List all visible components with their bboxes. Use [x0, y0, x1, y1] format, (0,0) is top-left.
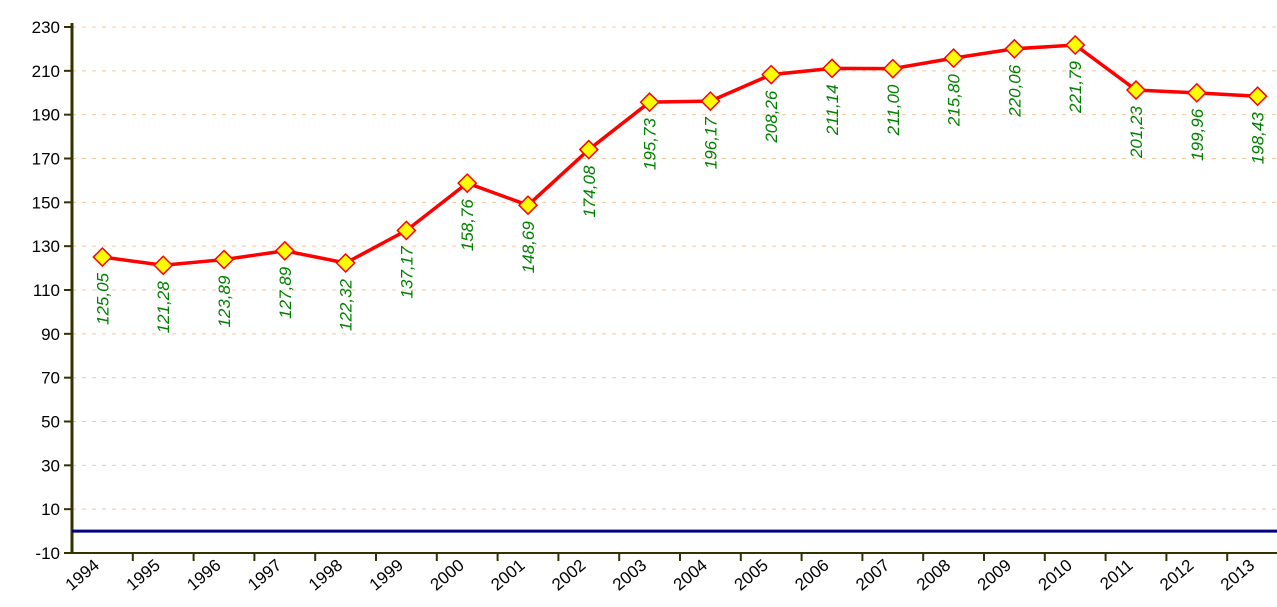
value-label: 221,79 — [1066, 60, 1085, 114]
marker — [457, 173, 478, 194]
marker — [700, 91, 721, 112]
x-tick-label: 2002 — [548, 556, 589, 595]
marker — [92, 246, 113, 268]
marker — [943, 48, 964, 69]
y-tick-label: 70 — [41, 369, 60, 388]
x-tick-label: 2011 — [1096, 556, 1136, 594]
marker — [1125, 79, 1147, 101]
value-label: 201,23 — [1127, 106, 1146, 160]
y-tick-label: 10 — [41, 500, 60, 519]
x-tick-label: 2005 — [731, 556, 772, 595]
value-label: 211,00 — [884, 84, 903, 136]
marker — [335, 252, 356, 274]
value-label: 121,28 — [154, 281, 173, 334]
x-tick-label: 2000 — [427, 556, 468, 595]
x-tick-label: 2012 — [1156, 556, 1197, 595]
y-tick-label: 50 — [41, 413, 60, 432]
marker — [1065, 34, 1086, 56]
line — [102, 43, 1258, 268]
x-tick-label: 1997 — [244, 556, 285, 595]
value-label: 123,89 — [215, 275, 234, 328]
y-tick-label: 150 — [32, 193, 60, 212]
x-tick-label: 1998 — [305, 556, 346, 595]
value-label: 148,69 — [519, 221, 538, 274]
x-tick-label: 2007 — [852, 556, 893, 595]
marker — [761, 64, 782, 85]
marker — [213, 249, 235, 270]
value-label: 215,80 — [945, 74, 964, 128]
x-tick-label: 1995 — [123, 556, 164, 595]
marker — [517, 195, 539, 216]
marker — [1247, 86, 1268, 107]
y-tick-label: -10 — [35, 544, 60, 563]
value-label: 196,17 — [701, 117, 720, 170]
value-label: 158,76 — [458, 199, 477, 252]
marker — [153, 255, 174, 276]
y-tick-label: 30 — [41, 456, 60, 475]
y-tick-label: 190 — [32, 106, 60, 125]
y-tick-label: 210 — [32, 62, 60, 81]
x-tick-label: 2009 — [974, 556, 1015, 595]
x-tick-label: 1994 — [62, 556, 103, 595]
marker — [821, 58, 843, 79]
value-label: 174,08 — [580, 165, 599, 218]
y-tick-label: 130 — [32, 237, 60, 256]
x-tick-label: 2004 — [670, 556, 711, 595]
y-tick-label: 90 — [41, 325, 60, 344]
y-tick-label: 110 — [33, 281, 60, 300]
value-label: 137,17 — [397, 246, 416, 299]
x-tick-label: 1999 — [366, 556, 407, 595]
marker — [882, 58, 903, 79]
marker — [578, 139, 599, 160]
x-tick-label: 2001 — [487, 556, 528, 595]
value-label: 122,32 — [337, 278, 356, 331]
value-label: 208,26 — [762, 90, 781, 144]
y-tick-label: 230 — [32, 18, 60, 37]
x-tick-label: 2013 — [1217, 556, 1258, 595]
marker — [1004, 38, 1025, 59]
x-tick-label: 2003 — [609, 556, 650, 595]
value-label: 220,06 — [1005, 64, 1024, 118]
x-tick-label: 2010 — [1035, 556, 1076, 595]
x-tick-label: 2008 — [913, 556, 954, 595]
value-label: 199,96 — [1188, 108, 1207, 161]
value-label: 195,73 — [641, 118, 660, 171]
marker — [639, 92, 660, 113]
value-label: 198,43 — [1249, 112, 1268, 165]
marker — [1186, 82, 1207, 103]
y-tick-label: 170 — [32, 150, 60, 169]
value-label: 211,14 — [823, 84, 842, 136]
value-label: 125,05 — [93, 272, 112, 325]
x-tick-label: 1996 — [183, 556, 224, 595]
marker — [396, 220, 417, 241]
x-tick-label: 2006 — [791, 556, 832, 595]
value-label: 127,89 — [276, 266, 295, 319]
marker — [274, 240, 295, 261]
